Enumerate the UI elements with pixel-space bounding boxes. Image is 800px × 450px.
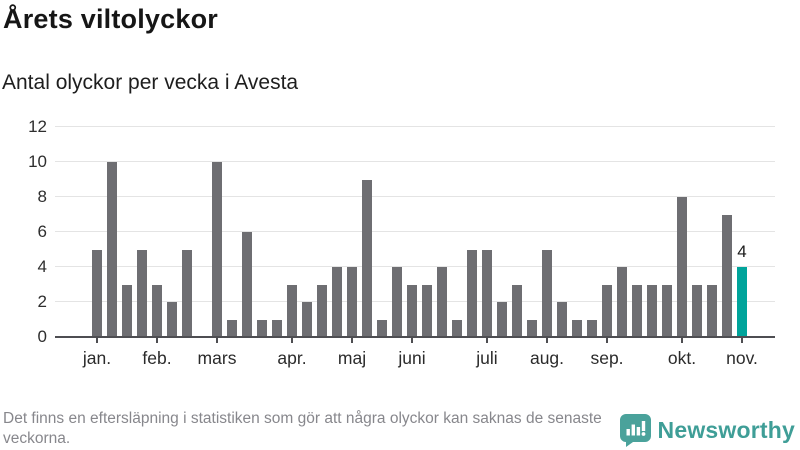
x-axis-label-nov: nov. <box>726 348 758 368</box>
bar-week-2 <box>107 162 117 337</box>
chart-subtitle: Antal olyckor per vecka i Avesta <box>2 71 299 94</box>
bar-week-21 <box>392 267 402 337</box>
gridline-y-6 <box>55 231 775 232</box>
y-axis-label-8: 8 <box>37 187 47 206</box>
bar-week-43 <box>722 214 732 337</box>
page-title: Årets viltolyckor <box>3 4 218 34</box>
bar-week-42 <box>707 284 717 337</box>
bar-week-14 <box>287 284 297 337</box>
bar-week-44 <box>737 267 747 337</box>
gridline-y-10 <box>55 161 775 162</box>
x-axis-label-aug: aug. <box>529 348 565 368</box>
bar-week-4 <box>137 249 147 337</box>
x-tick-mars <box>216 337 218 343</box>
bar-week-31 <box>542 249 552 337</box>
x-axis-label-maj: maj <box>337 348 367 368</box>
x-axis-label-apr: apr. <box>277 348 307 368</box>
bar-week-11 <box>242 232 252 337</box>
x-tick-maj <box>351 337 353 343</box>
x-tick-apr <box>291 337 293 343</box>
x-tick-juli <box>486 337 488 343</box>
x-tick-feb <box>156 337 158 343</box>
gridline-y-4 <box>55 266 775 267</box>
x-axis-label-okt: okt. <box>667 348 697 368</box>
bar-week-41 <box>692 284 702 337</box>
gridline-y-12 <box>55 126 775 127</box>
x-axis-line <box>55 335 775 338</box>
bar-week-27 <box>482 249 492 337</box>
bar-week-32 <box>557 302 567 337</box>
y-axis-label-6: 6 <box>37 222 47 241</box>
x-axis-label-mars: mars <box>197 348 237 368</box>
bar-week-5 <box>152 284 162 337</box>
x-tick-aug <box>546 337 548 343</box>
x-tick-sep <box>606 337 608 343</box>
bar-week-35 <box>602 284 612 337</box>
x-tick-jan <box>96 337 98 343</box>
bar-week-39 <box>662 284 672 337</box>
y-axis-label-2: 2 <box>37 292 47 311</box>
bar-week-24 <box>437 267 447 337</box>
y-axis-label-12: 12 <box>28 117 47 136</box>
bar-week-36 <box>617 267 627 337</box>
bar-week-38 <box>647 284 657 337</box>
y-axis-label-0: 0 <box>37 327 47 346</box>
bar-week-20 <box>377 319 387 337</box>
newsworthy-chart-bubble-icon <box>619 414 651 447</box>
bar-chart-plot-area: 0 2 4 6 8 10 12 jan. feb. mars apr. maj juni juli aug.… <box>28 118 775 368</box>
x-axis-label-juli: juli <box>476 348 498 368</box>
newsworthy-logo: Newsworthy <box>619 414 795 447</box>
highlight-value-label: 4 <box>737 242 747 261</box>
bar-week-17 <box>332 267 342 337</box>
gridline-y-8 <box>55 196 775 197</box>
bar-week-10 <box>227 319 237 337</box>
bar-week-37 <box>632 284 642 337</box>
bar-week-19 <box>362 179 372 337</box>
bar-week-12 <box>257 319 267 337</box>
x-axis-label-jan: jan. <box>82 348 112 368</box>
bar-week-22 <box>407 284 417 337</box>
y-axis-label-4: 4 <box>37 257 47 276</box>
bar-week-16 <box>317 284 327 337</box>
x-axis-label-sep: sep. <box>590 348 624 368</box>
x-tick-nov <box>741 337 743 343</box>
bar-week-6 <box>167 302 177 337</box>
bar-week-7 <box>182 249 192 337</box>
x-tick-juni <box>411 337 413 343</box>
bar-week-18 <box>347 267 357 337</box>
bar-week-13 <box>272 319 282 337</box>
bar-week-26 <box>467 249 477 337</box>
bar-week-29 <box>512 284 522 337</box>
y-axis-label-10: 10 <box>28 152 47 171</box>
bar-week-25 <box>452 319 462 337</box>
bar-week-28 <box>497 302 507 337</box>
bar-week-34 <box>587 319 597 337</box>
bar-week-40 <box>677 197 687 337</box>
bar-week-30 <box>527 319 537 337</box>
bar-week-15 <box>302 302 312 337</box>
bar-week-3 <box>122 284 132 337</box>
bar-week-1 <box>92 249 102 337</box>
bar-week-23 <box>422 284 432 337</box>
bar-week-9 <box>212 162 222 337</box>
newsworthy-wordmark: Newsworthy <box>657 417 795 443</box>
bar-week-33 <box>572 319 582 337</box>
x-axis-label-juni: juni <box>398 348 426 368</box>
x-axis-label-feb: feb. <box>142 348 172 368</box>
footer-disclaimer: Det finns en eftersläpning i statistiken… <box>3 410 602 447</box>
x-tick-okt <box>681 337 683 343</box>
